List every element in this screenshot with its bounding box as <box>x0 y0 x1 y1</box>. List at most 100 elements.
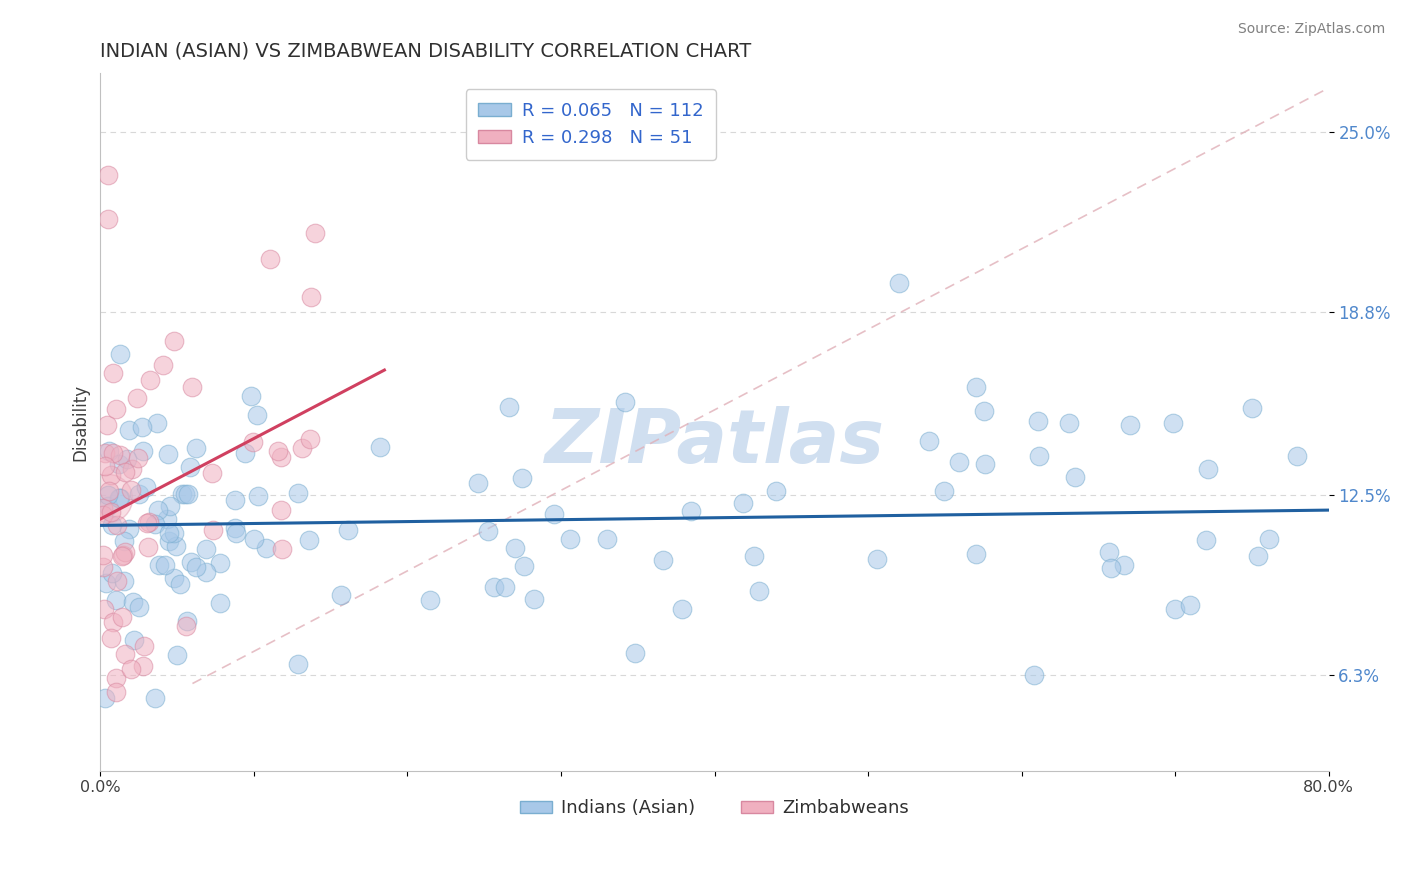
Point <box>97 211 120 226</box>
Text: INDIAN (ASIAN) VS ZIMBABWEAN DISABILITY CORRELATION CHART: INDIAN (ASIAN) VS ZIMBABWEAN DISABILITY … <box>100 42 752 61</box>
Point <box>112 548 135 562</box>
Point <box>748 584 770 599</box>
Point <box>115 452 138 467</box>
Point <box>127 450 149 465</box>
Point <box>120 662 142 676</box>
Point <box>100 632 122 646</box>
Point <box>157 525 180 540</box>
Y-axis label: Disability: Disability <box>72 384 89 460</box>
Point <box>180 555 202 569</box>
Point <box>97 168 120 182</box>
Point <box>1197 462 1219 476</box>
Point <box>100 505 122 519</box>
Point <box>918 434 941 449</box>
Point <box>613 395 636 409</box>
Point <box>93 508 115 522</box>
Point <box>122 632 145 647</box>
Point <box>200 467 222 481</box>
Point <box>105 671 128 685</box>
Point <box>270 450 292 464</box>
Point <box>107 491 129 505</box>
Point <box>208 596 231 610</box>
Point <box>104 592 127 607</box>
Point <box>165 539 187 553</box>
Point <box>134 640 156 654</box>
Point <box>467 476 489 491</box>
Point <box>887 276 910 290</box>
Point <box>98 443 121 458</box>
Point <box>259 252 281 267</box>
Point <box>156 512 179 526</box>
Point <box>112 574 135 589</box>
Point <box>965 380 987 394</box>
Point <box>100 467 122 482</box>
Point <box>114 465 136 479</box>
Point <box>287 657 309 671</box>
Point <box>96 417 118 432</box>
Point <box>482 580 505 594</box>
Point <box>744 549 766 563</box>
Point <box>94 691 117 706</box>
Point <box>1119 417 1142 432</box>
Point <box>163 525 186 540</box>
Point <box>97 491 120 505</box>
Point <box>974 457 997 471</box>
Point <box>156 447 179 461</box>
Point <box>523 592 546 607</box>
Point <box>143 517 166 532</box>
Point <box>173 487 195 501</box>
Point <box>1028 450 1050 464</box>
Point <box>291 441 314 455</box>
Point <box>176 487 198 501</box>
Point <box>298 533 321 547</box>
Point <box>138 515 160 529</box>
Point <box>174 618 197 632</box>
Point <box>184 441 207 455</box>
Point <box>132 659 155 673</box>
Point <box>1163 417 1185 431</box>
Point <box>299 290 322 304</box>
Point <box>247 489 270 503</box>
Point <box>97 499 120 513</box>
Point <box>202 523 225 537</box>
Point <box>94 458 117 473</box>
Point <box>121 595 143 609</box>
Point <box>121 462 143 476</box>
Point <box>765 483 787 498</box>
Point <box>157 533 180 548</box>
Point <box>111 609 134 624</box>
Point <box>136 541 159 555</box>
Point <box>267 444 290 458</box>
Point <box>93 446 115 460</box>
Point <box>270 502 292 516</box>
Point <box>135 516 157 530</box>
Point <box>194 542 217 557</box>
Point <box>243 532 266 546</box>
Point <box>1026 414 1049 428</box>
Point <box>932 483 955 498</box>
Point <box>494 580 516 594</box>
Point <box>172 487 194 501</box>
Point <box>131 420 153 434</box>
Point <box>159 500 181 514</box>
Point <box>1022 668 1045 682</box>
Point <box>224 521 246 535</box>
Point <box>108 457 131 471</box>
Point <box>120 483 142 497</box>
Point <box>208 556 231 570</box>
Point <box>1180 599 1202 613</box>
Point <box>163 571 186 585</box>
Point <box>93 559 115 574</box>
Point <box>733 496 755 510</box>
Point <box>1163 602 1185 616</box>
Point <box>163 334 186 348</box>
Point <box>298 432 321 446</box>
Point <box>965 547 987 561</box>
Point <box>169 577 191 591</box>
Point <box>103 367 125 381</box>
Point <box>513 559 536 574</box>
Point <box>152 358 174 372</box>
Point <box>225 526 247 541</box>
Point <box>107 517 129 532</box>
Point <box>558 532 581 546</box>
